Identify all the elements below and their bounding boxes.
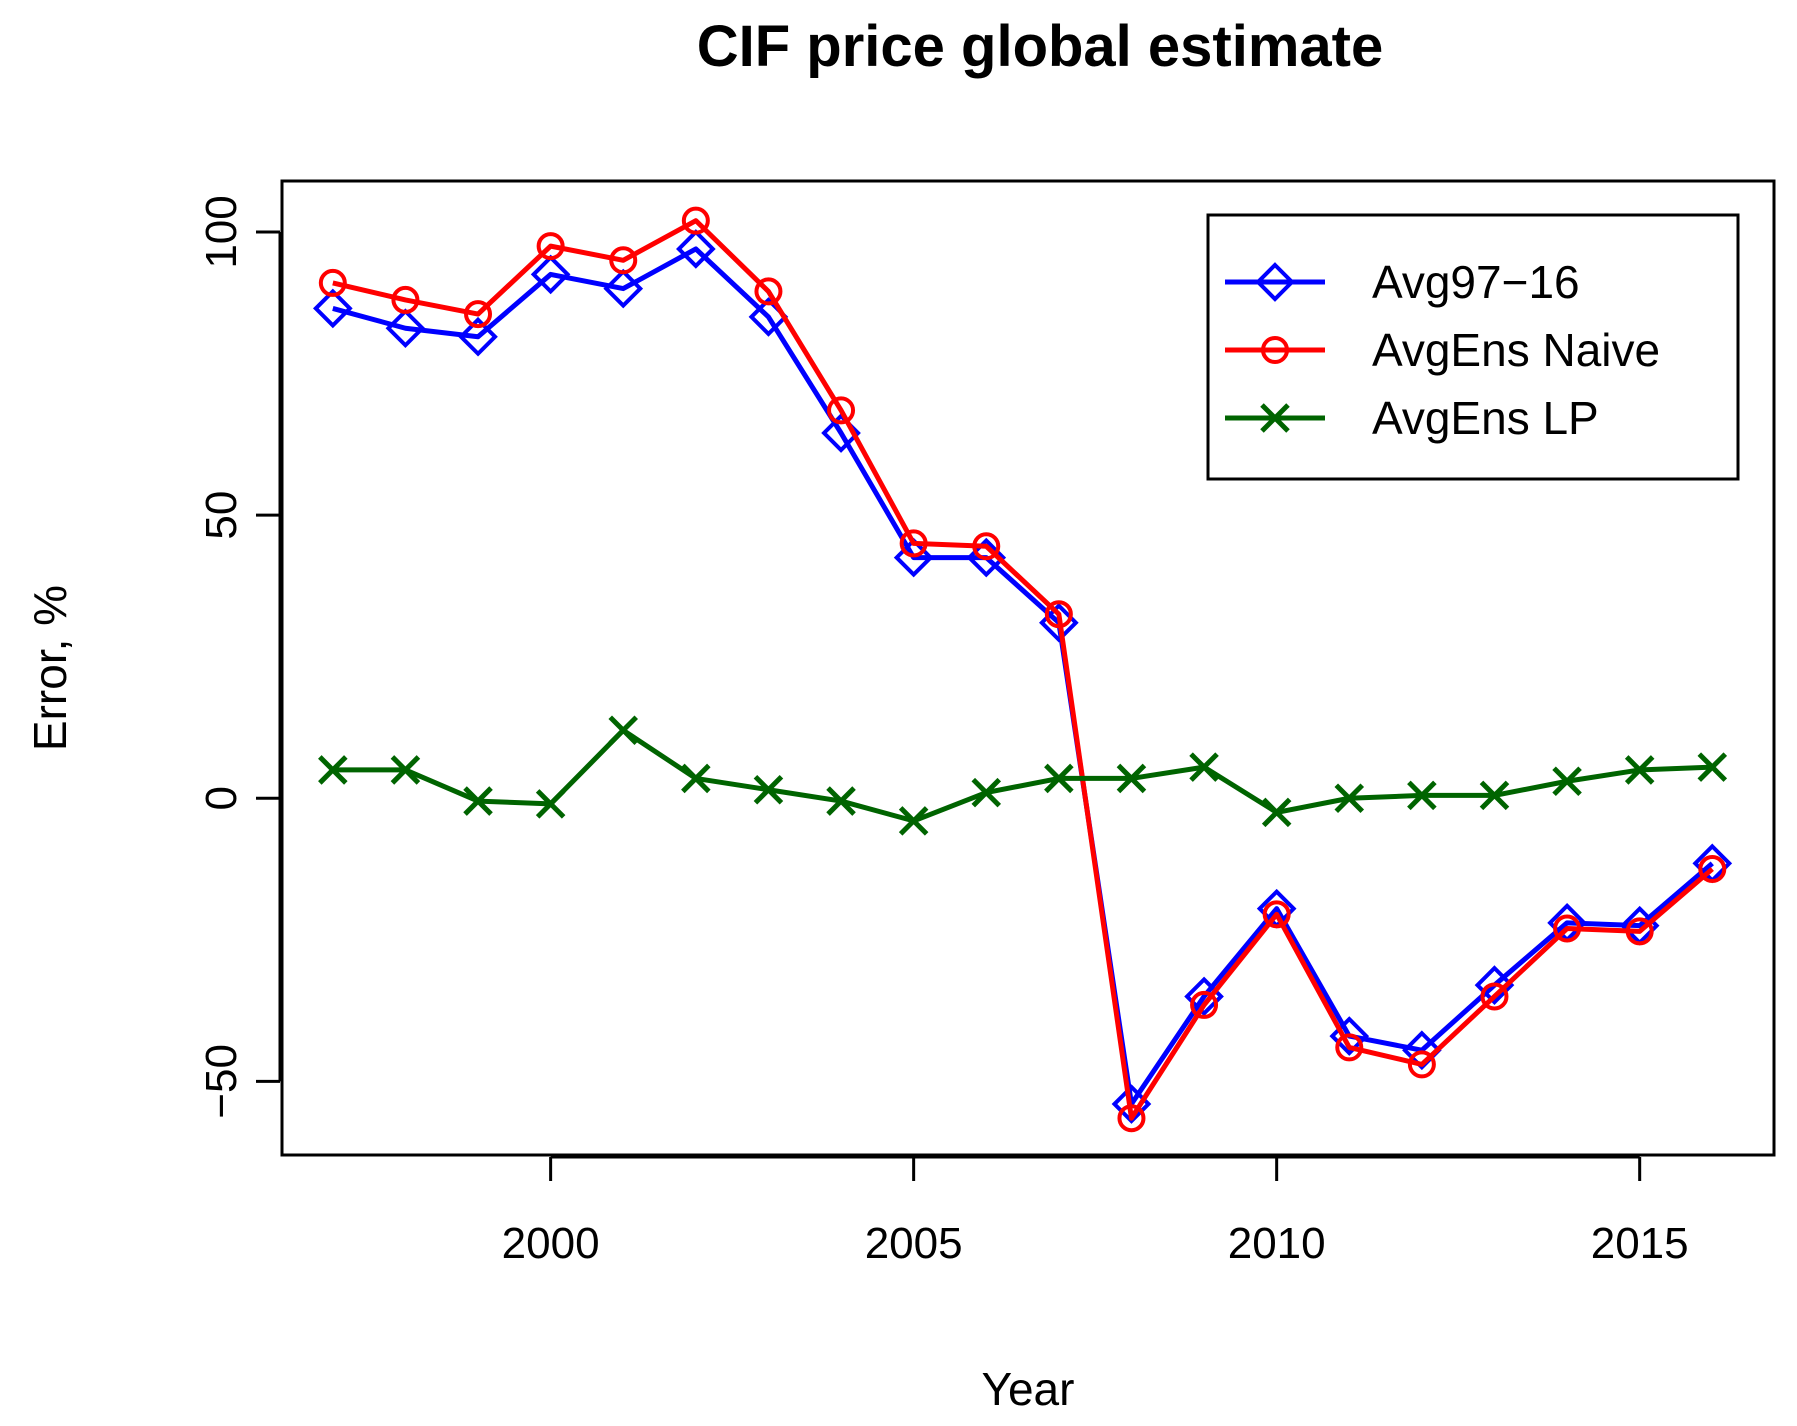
data-point <box>458 316 498 357</box>
y-tick-label: −50 <box>197 1044 246 1119</box>
legend: Avg97−16 AvgEns Naive AvgEns LP <box>1206 213 1740 481</box>
legend-marker <box>1255 262 1295 302</box>
data-point <box>681 763 711 794</box>
data-point <box>536 232 565 261</box>
legend-item: AvgEns Naive <box>1225 324 1660 376</box>
marker-stroke <box>1116 763 1147 794</box>
marker-stroke <box>1552 766 1582 797</box>
data-point <box>827 396 856 425</box>
data-point <box>754 277 783 306</box>
x-axis: 2000 2005 2010 2015 <box>502 1155 1689 1268</box>
data-point <box>463 786 493 816</box>
data-point <box>1624 755 1655 785</box>
marker-stroke <box>1189 752 1219 782</box>
data-point <box>1407 780 1437 811</box>
data-point <box>318 268 347 297</box>
data-point <box>899 529 928 558</box>
x-tick-label: 2000 <box>502 1219 600 1268</box>
y-tick-label: 0 <box>197 786 246 810</box>
marker-stroke <box>971 777 1002 808</box>
marker-stroke <box>390 755 421 785</box>
data-point <box>1044 600 1073 629</box>
data-point <box>391 285 420 314</box>
legend-marker <box>1260 403 1290 433</box>
x-tick-label: 2010 <box>1228 1219 1326 1268</box>
data-point <box>1480 982 1509 1011</box>
marker-stroke <box>463 786 493 816</box>
y-tick-label: 50 <box>197 491 246 540</box>
series-avgens-naive <box>318 206 1727 1133</box>
data-point <box>530 254 571 295</box>
y-tick-label: 100 <box>197 195 246 268</box>
marker-stroke <box>1334 783 1365 814</box>
data-point <box>1407 1050 1436 1079</box>
data-point <box>1044 763 1074 794</box>
data-point <box>390 755 421 785</box>
data-point <box>1189 752 1219 782</box>
series-layer <box>312 206 1733 1133</box>
data-point <box>1261 797 1292 828</box>
data-point <box>1479 780 1510 811</box>
y-axis-label: Error, % <box>24 585 76 751</box>
data-point <box>535 789 566 819</box>
data-point <box>1402 1030 1442 1071</box>
data-point <box>1335 1033 1364 1062</box>
chart-title: CIF price global estimate <box>697 14 1384 79</box>
legend-item: AvgEns LP <box>1225 392 1599 444</box>
data-point <box>609 246 638 275</box>
data-point <box>1116 763 1147 794</box>
legend-label: Avg97−16 <box>1372 256 1580 308</box>
x-tick-label: 2005 <box>865 1219 963 1268</box>
legend-label: AvgEns LP <box>1372 392 1599 444</box>
data-point <box>464 300 493 329</box>
marker-stroke <box>1479 780 1510 811</box>
data-point <box>972 532 1001 561</box>
marker-stroke <box>608 715 639 746</box>
data-point <box>385 308 426 349</box>
legend-item: Avg97−16 <box>1225 256 1580 308</box>
legend-frame <box>1206 213 1740 481</box>
data-point <box>1698 855 1727 884</box>
data-point <box>1262 900 1291 929</box>
marker-stroke <box>1697 752 1728 782</box>
data-point <box>603 268 644 309</box>
x-tick-label: 2015 <box>1591 1219 1689 1268</box>
legend-label: AvgEns Naive <box>1372 324 1660 376</box>
marker-stroke <box>1624 755 1655 785</box>
data-point <box>1625 917 1654 946</box>
marker-stroke <box>681 763 711 794</box>
marker-stroke <box>898 806 929 836</box>
series-avgens-lp <box>318 715 1728 836</box>
data-point <box>681 206 710 235</box>
x-axis-label: Year <box>982 1363 1075 1415</box>
data-point <box>893 537 934 578</box>
data-point <box>1117 1104 1146 1133</box>
data-point <box>1697 752 1728 782</box>
marker-stroke <box>1044 763 1074 794</box>
marker-stroke <box>1260 403 1290 433</box>
data-point <box>1552 766 1582 797</box>
marker-stroke <box>1261 797 1292 828</box>
legend-marker <box>1261 336 1289 364</box>
marker-stroke <box>753 774 784 805</box>
data-point <box>1474 965 1515 1005</box>
data-point <box>898 806 929 836</box>
data-point <box>676 229 716 269</box>
data-point <box>312 288 353 329</box>
data-point <box>1190 990 1219 1019</box>
marker-stroke <box>1407 780 1437 811</box>
y-axis: −50 0 50 100 <box>197 195 282 1119</box>
data-point <box>1334 783 1365 814</box>
data-point <box>971 777 1002 808</box>
plot-frame <box>280 179 1776 1157</box>
data-point <box>608 715 639 746</box>
data-point <box>753 774 784 805</box>
marker-stroke <box>826 786 856 816</box>
marker-stroke <box>535 789 566 819</box>
data-point <box>318 755 348 785</box>
data-point <box>1553 914 1582 943</box>
data-point <box>826 786 856 816</box>
marker-stroke <box>318 755 348 785</box>
